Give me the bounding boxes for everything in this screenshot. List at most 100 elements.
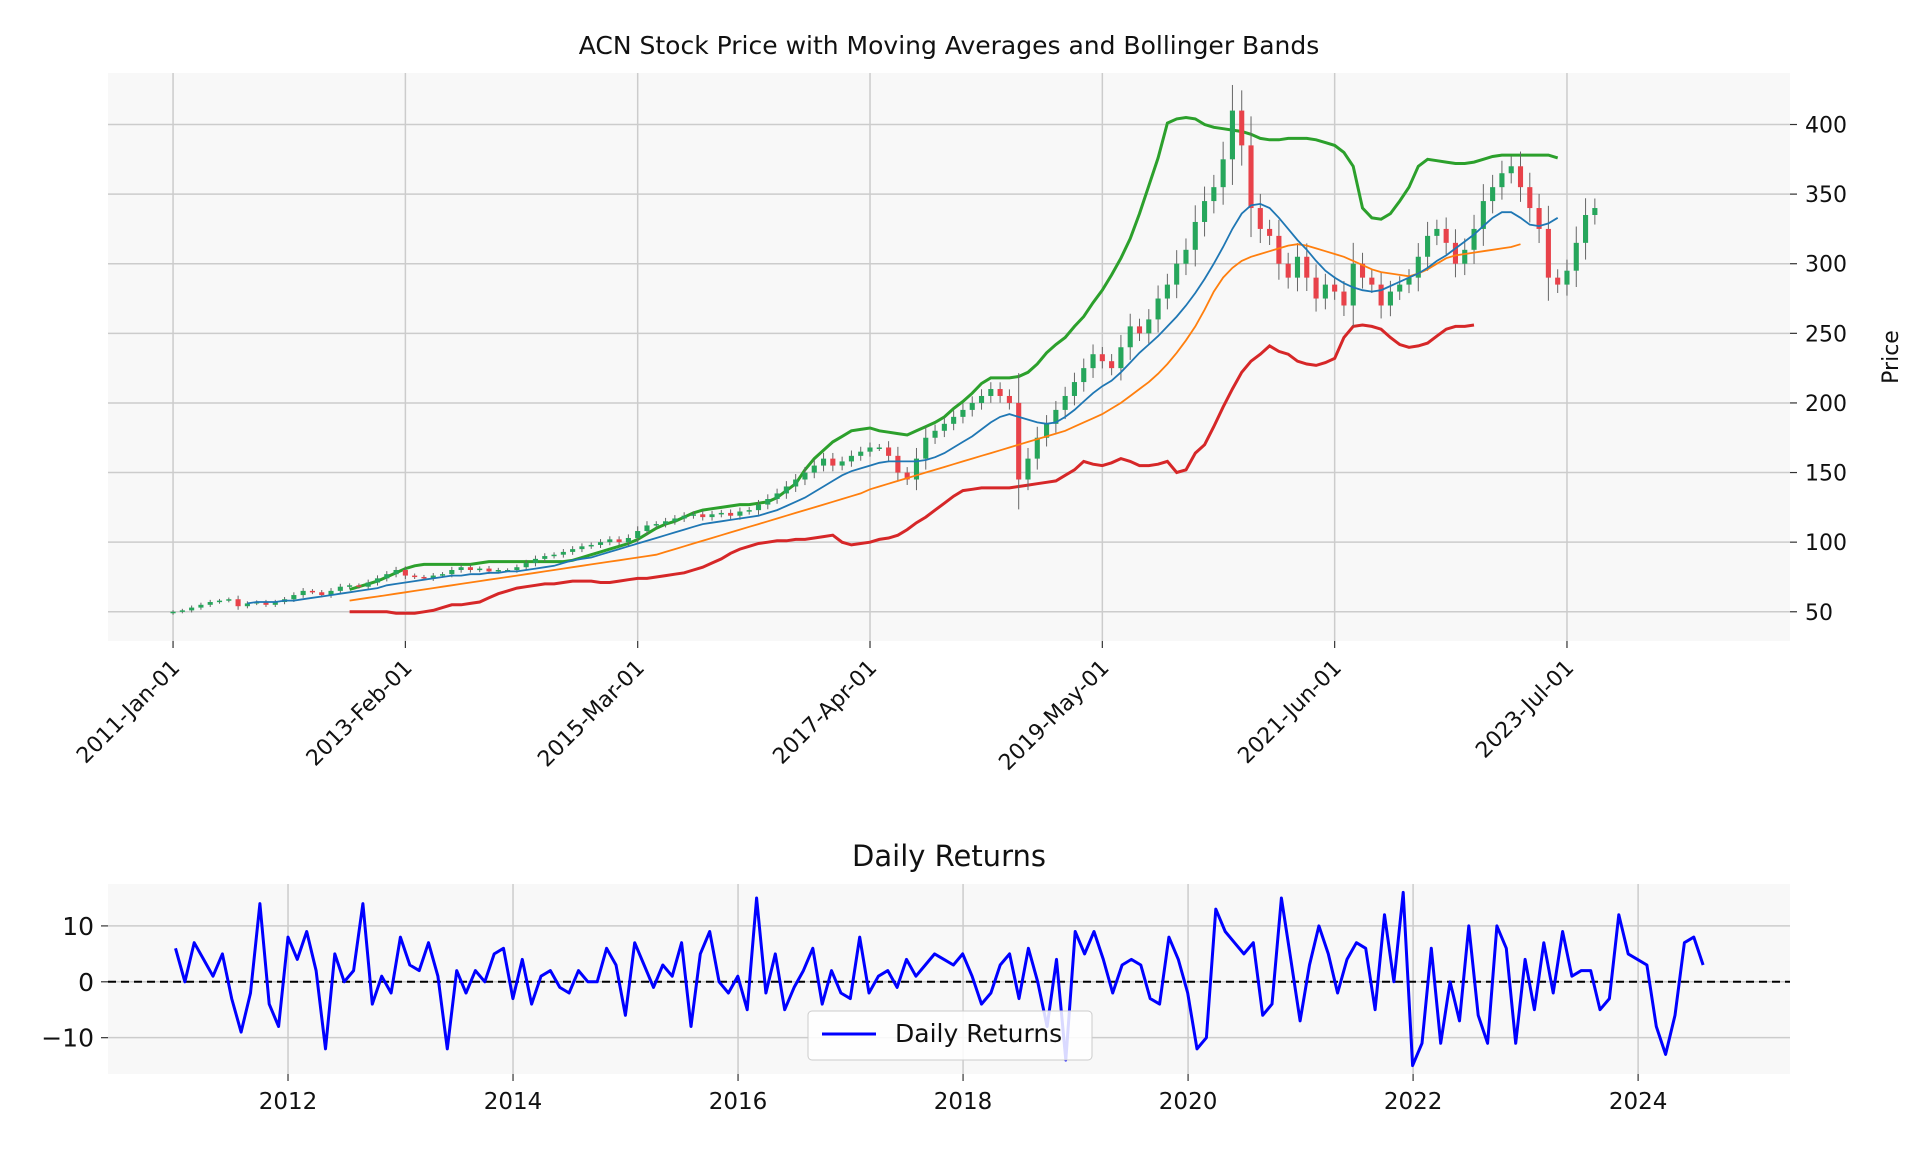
- price-y-tick-label: 50: [1805, 601, 1833, 626]
- price-y-tick-label: 300: [1805, 253, 1847, 278]
- candle-body: [932, 430, 938, 438]
- candle-body: [1555, 277, 1561, 285]
- price-x-tick-label: 2021-Jun-01: [1233, 656, 1346, 769]
- candle-body: [439, 574, 446, 576]
- candle-body: [644, 525, 650, 532]
- candle-body: [542, 556, 548, 559]
- candle-body: [263, 602, 269, 605]
- price-y-tick-label: 200: [1805, 392, 1847, 417]
- returns-x-tick-label: 2024: [1609, 1089, 1668, 1115]
- candle-body: [1378, 284, 1384, 306]
- returns-y-tick-label: −10: [41, 1024, 94, 1053]
- candle-body: [1452, 242, 1459, 264]
- candle-body: [1248, 145, 1254, 209]
- candle-body: [347, 585, 353, 587]
- candle-body: [486, 568, 492, 572]
- candle-body: [1425, 235, 1431, 257]
- candle-body: [523, 563, 529, 568]
- candle-body: [1267, 228, 1273, 236]
- candle-body: [328, 590, 334, 596]
- candle-body: [1044, 423, 1050, 438]
- candle-body: [319, 592, 325, 596]
- candle-body: [495, 570, 501, 572]
- moving-average-short-line: [247, 202, 1559, 605]
- candle-body: [635, 531, 641, 538]
- returns-y-tick-label: 10: [62, 912, 94, 941]
- price-y-tick-label: 250: [1805, 322, 1847, 347]
- candle-body: [356, 585, 362, 587]
- candle-body: [969, 402, 975, 410]
- candle-body: [895, 455, 901, 473]
- moving-averages: [247, 202, 1559, 605]
- candle-body: [1192, 221, 1198, 250]
- candle-body: [579, 546, 585, 550]
- candle-body: [458, 567, 464, 570]
- candle-body: [430, 575, 436, 579]
- candle-body: [1257, 208, 1263, 229]
- returns-y-ticks: −10 0 10: [41, 912, 108, 1053]
- candle-body: [997, 389, 1003, 396]
- legend-label-daily-returns: Daily Returns: [895, 1019, 1062, 1048]
- price-x-tick-label: 2011-Jan-01: [72, 656, 185, 769]
- candle-body: [198, 604, 204, 608]
- candle-body: [1406, 277, 1412, 285]
- candle-body: [1499, 173, 1505, 188]
- candle-body: [755, 504, 762, 511]
- candle-body: [412, 575, 418, 578]
- candlesticks: [170, 84, 1598, 615]
- candle-body: [1229, 110, 1235, 160]
- price-plot-area: [108, 73, 1790, 641]
- candle-body: [309, 590, 315, 593]
- candle-body: [337, 586, 343, 591]
- candle-body: [1573, 242, 1579, 271]
- price-y-tick-label: 400: [1805, 114, 1847, 139]
- candle-body: [960, 409, 966, 417]
- candle-body: [653, 524, 659, 526]
- candle-body: [300, 590, 306, 596]
- candle-body: [728, 512, 734, 516]
- candle-body: [1462, 249, 1468, 264]
- candle-body: [1564, 270, 1570, 285]
- candle-body: [532, 558, 539, 564]
- candle-body: [886, 447, 892, 456]
- candle-body: [867, 447, 873, 452]
- candle-body: [1304, 256, 1310, 278]
- candle-body: [839, 461, 845, 466]
- candle-body: [1146, 319, 1152, 334]
- candle-body: [830, 458, 836, 466]
- candle-body: [1397, 284, 1403, 292]
- returns-x-tick-label: 2014: [484, 1089, 543, 1115]
- candle-body: [560, 551, 566, 555]
- candle-body: [1443, 228, 1449, 243]
- returns-x-tick-label: 2022: [1384, 1089, 1443, 1115]
- candle-body: [607, 539, 613, 543]
- candle-body: [1592, 208, 1598, 215]
- candle-body: [1127, 326, 1133, 348]
- candle-body: [1276, 235, 1282, 264]
- candle-body: [1332, 284, 1338, 292]
- price-y-tick-label: 350: [1805, 183, 1847, 208]
- price-x-tick-label: 2015-Mar-01: [533, 656, 650, 773]
- candle-body: [718, 512, 724, 515]
- candle-body: [1239, 110, 1245, 146]
- candle-body: [384, 574, 390, 579]
- candle-body: [1006, 395, 1012, 403]
- candle-body: [597, 542, 604, 545]
- candle-body: [226, 599, 232, 601]
- candle-body: [421, 576, 427, 579]
- candle-body: [978, 395, 985, 403]
- returns-legend: Daily Returns: [807, 1010, 1093, 1061]
- bollinger-bands: [349, 115, 1559, 615]
- candle-body: [988, 389, 994, 396]
- candle-body: [1062, 395, 1068, 410]
- price-y-tick-label: 150: [1805, 462, 1847, 487]
- candle-body: [1369, 277, 1375, 285]
- candle-body: [1471, 228, 1477, 250]
- bollinger-upper-line: [349, 115, 1559, 591]
- returns-x-tick-label: 2020: [1159, 1089, 1218, 1115]
- candle-body: [365, 582, 371, 587]
- candle-body: [858, 451, 864, 456]
- price-x-ticks: 2011-Jan-01 2013-Feb-01 2015-Mar-01 2017-Ap…: [72, 641, 1579, 776]
- candle-body: [663, 521, 669, 525]
